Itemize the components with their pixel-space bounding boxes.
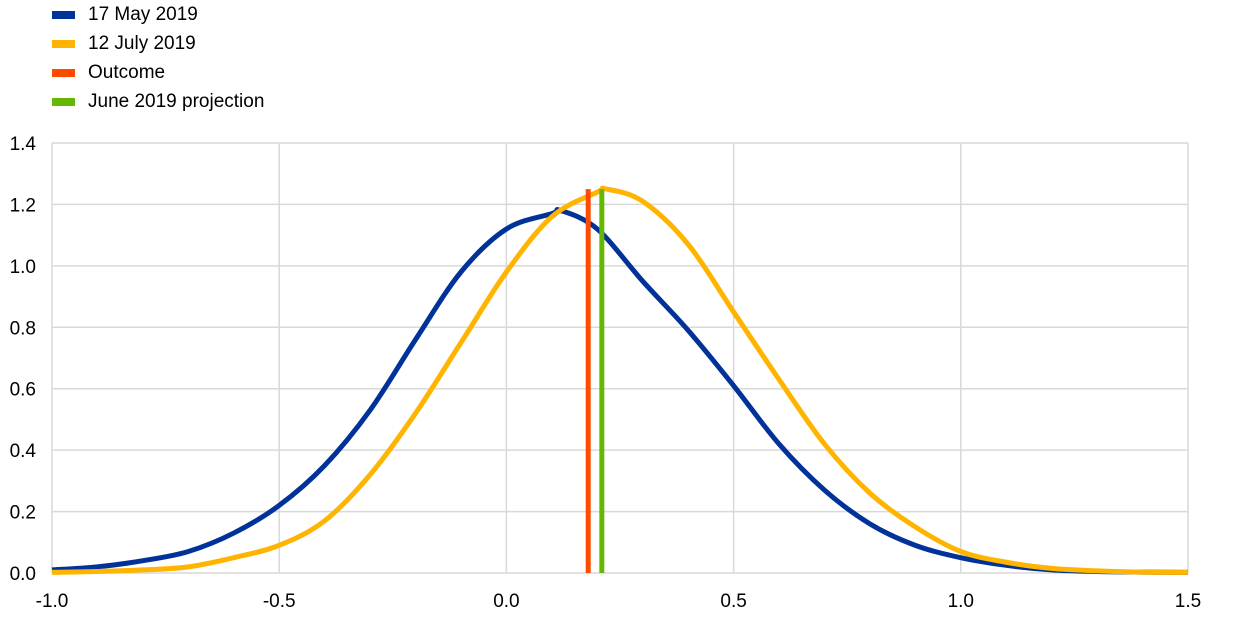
legend-swatch bbox=[52, 97, 75, 106]
legend-item-outcome: Outcome bbox=[52, 58, 264, 87]
series-line-12-july-2019 bbox=[51, 185, 1189, 575]
legend-item-12-july-2019: 12 July 2019 bbox=[52, 29, 264, 58]
legend-label: Outcome bbox=[88, 61, 166, 83]
x-tick-label: 0.0 bbox=[493, 591, 519, 612]
grid-lines bbox=[52, 142, 1189, 573]
y-tick-label: 0.0 bbox=[10, 564, 36, 585]
series-line-17-may-2019 bbox=[51, 207, 1189, 575]
legend-swatch bbox=[52, 10, 75, 19]
legend-label: June 2019 projection bbox=[88, 90, 265, 112]
axes bbox=[51, 143, 1188, 574]
x-tick-label: -1.0 bbox=[36, 591, 69, 612]
y-tick-label: 1.0 bbox=[10, 257, 36, 278]
series-layer bbox=[51, 185, 1189, 575]
y-tick-label: 1.4 bbox=[10, 134, 37, 155]
legend-item-june-2019-projection: June 2019 projection bbox=[52, 87, 264, 116]
legend-swatch bbox=[52, 39, 75, 48]
tick-labels: 0.0 0.2 0.4 0.6 0.8 1.0 1.2 1.4 -1.0 -0.5 0.0 0.5 1.… bbox=[10, 134, 1202, 612]
legend-label: 17 May 2019 bbox=[88, 3, 198, 25]
legend-label: 12 July 2019 bbox=[88, 32, 196, 54]
y-tick-label: 0.4 bbox=[10, 441, 37, 462]
y-tick-label: 1.2 bbox=[10, 195, 36, 216]
legend-swatch bbox=[52, 68, 75, 77]
y-tick-label: 0.6 bbox=[10, 380, 36, 401]
legend-item-17-may-2019: 17 May 2019 bbox=[52, 0, 264, 29]
legend: 17 May 2019 12 July 2019 Outcome June 2019 … bbox=[52, 0, 264, 116]
y-tick-label: 0.2 bbox=[10, 503, 36, 524]
x-tick-label: 0.5 bbox=[720, 591, 746, 612]
x-tick-label: 1.0 bbox=[948, 591, 974, 612]
x-tick-label: 1.5 bbox=[1175, 591, 1201, 612]
y-tick-label: 0.8 bbox=[10, 318, 36, 339]
x-tick-label: -0.5 bbox=[263, 591, 296, 612]
